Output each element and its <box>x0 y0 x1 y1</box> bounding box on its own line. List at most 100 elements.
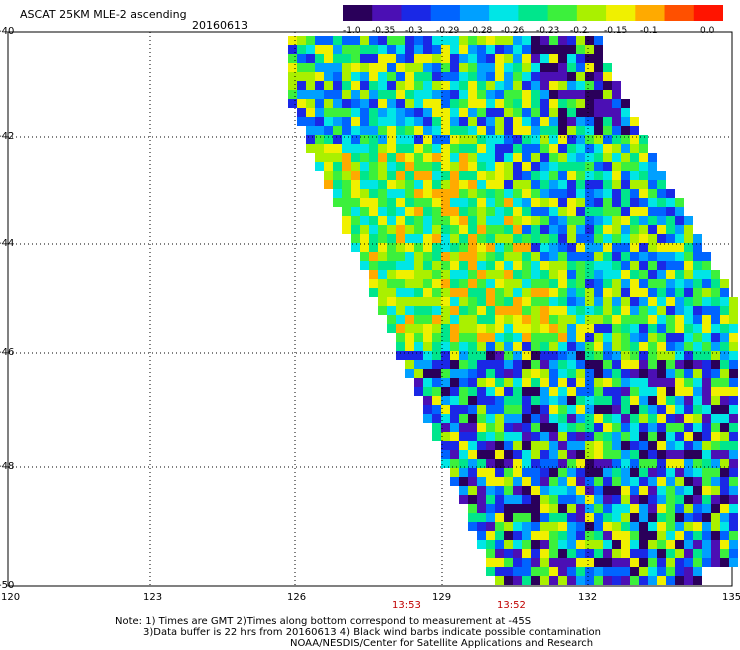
swath-cell <box>684 405 693 414</box>
swath-cell <box>648 504 657 513</box>
swath-cell <box>666 567 675 576</box>
swath-cell <box>423 72 432 81</box>
swath-cell <box>576 45 585 54</box>
swath-cell <box>684 558 693 567</box>
swath-cell <box>468 126 477 135</box>
swath-cell <box>405 153 414 162</box>
swath-cell <box>522 270 531 279</box>
swath-cell <box>711 360 720 369</box>
swath-cell <box>558 423 567 432</box>
swath-cell <box>315 90 324 99</box>
swath-cell <box>459 45 468 54</box>
swath-cell <box>657 297 666 306</box>
swath-cell <box>513 315 522 324</box>
swath-cell <box>468 243 477 252</box>
swath-cell <box>477 288 486 297</box>
swath-cell <box>720 468 729 477</box>
swath-cell <box>558 81 567 90</box>
swath-cell <box>342 189 351 198</box>
swath-cell <box>720 378 729 387</box>
swath-cell <box>531 558 540 567</box>
swath-cell <box>468 72 477 81</box>
swath-cell <box>603 270 612 279</box>
swath-cell <box>396 108 405 117</box>
swath-cell <box>477 342 486 351</box>
swath-cell <box>684 522 693 531</box>
swath-cell <box>576 477 585 486</box>
swath-cell <box>441 171 450 180</box>
swath-cell <box>612 450 621 459</box>
swath-cell <box>459 306 468 315</box>
swath-cell <box>558 162 567 171</box>
swath-cell <box>432 279 441 288</box>
swath-cell <box>540 63 549 72</box>
swath-cell <box>549 72 558 81</box>
swath-cell <box>495 450 504 459</box>
swath-cell <box>648 549 657 558</box>
swath-cell <box>702 522 711 531</box>
swath-cell <box>522 279 531 288</box>
swath-cell <box>333 81 342 90</box>
swath-cell <box>612 99 621 108</box>
swath-cell <box>405 234 414 243</box>
swath-cell <box>576 234 585 243</box>
swath-cell <box>567 576 576 585</box>
swath-cell <box>675 270 684 279</box>
swath-cell <box>675 513 684 522</box>
swath-cell <box>693 252 702 261</box>
swath-cell <box>441 315 450 324</box>
swath-cell <box>486 108 495 117</box>
swath-cell <box>684 432 693 441</box>
swath-cell <box>558 486 567 495</box>
swath-cell <box>558 153 567 162</box>
swath-cell <box>558 180 567 189</box>
grid-lines <box>8 32 732 586</box>
swath-cell <box>540 162 549 171</box>
swath-cell <box>486 216 495 225</box>
swath-cell <box>648 198 657 207</box>
swath-cell <box>468 315 477 324</box>
swath-cell <box>711 414 720 423</box>
swath-cell <box>567 459 576 468</box>
swath-cell <box>558 351 567 360</box>
swath-cell <box>576 261 585 270</box>
swath-cell <box>486 234 495 243</box>
swath-cell <box>612 216 621 225</box>
swath-cell <box>639 162 648 171</box>
swath-cell <box>549 342 558 351</box>
swath-cell <box>675 459 684 468</box>
swath-cell <box>702 261 711 270</box>
swath-cell <box>540 180 549 189</box>
swath-cell <box>702 531 711 540</box>
swath-cell <box>495 99 504 108</box>
swath-cell <box>621 99 630 108</box>
swath-cell <box>684 216 693 225</box>
swath-cell <box>396 45 405 54</box>
swath-cell <box>378 117 387 126</box>
swath-cell <box>459 144 468 153</box>
swath-cell <box>522 297 531 306</box>
swath-cell <box>585 189 594 198</box>
swath-cell <box>621 531 630 540</box>
swath-cell <box>441 108 450 117</box>
swath-cell <box>540 378 549 387</box>
swath-cell <box>693 297 702 306</box>
swath-cell <box>648 189 657 198</box>
swath-cell <box>369 279 378 288</box>
swath-cell <box>603 567 612 576</box>
swath-cell <box>450 387 459 396</box>
swath-cell <box>288 36 297 45</box>
swath-cell <box>423 117 432 126</box>
swath-cell <box>504 126 513 135</box>
swath-cell <box>423 252 432 261</box>
swath-cell <box>729 531 738 540</box>
swath-cell <box>459 468 468 477</box>
swath-cell <box>315 36 324 45</box>
swath-cell <box>432 126 441 135</box>
swath-cell <box>441 351 450 360</box>
swath-data <box>288 36 738 585</box>
swath-cell <box>486 45 495 54</box>
swath-cell <box>459 189 468 198</box>
swath-cell <box>522 288 531 297</box>
